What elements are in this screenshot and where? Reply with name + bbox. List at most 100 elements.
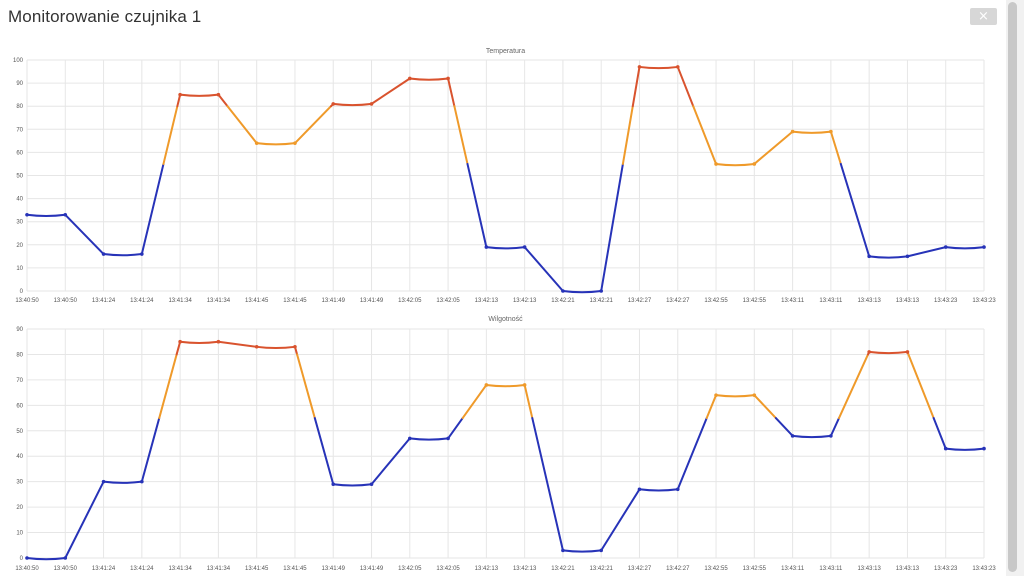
x-tick-label: 13:41:49 xyxy=(322,566,346,572)
x-tick-label: 13:43:11 xyxy=(781,298,805,304)
data-point[interactable] xyxy=(829,129,833,134)
y-tick-label: 60 xyxy=(16,403,23,409)
data-point[interactable] xyxy=(408,436,412,441)
series-line-segment xyxy=(600,488,641,552)
x-tick-label: 13:43:23 xyxy=(934,298,958,304)
data-point[interactable] xyxy=(178,339,182,344)
data-point[interactable] xyxy=(561,289,565,293)
series-line-segment xyxy=(332,483,373,487)
x-tick-label: 13:43:13 xyxy=(896,298,920,304)
data-point[interactable] xyxy=(675,65,680,69)
data-point[interactable] xyxy=(561,548,565,553)
charts-area: Temperatura010203040506070809010013:40:5… xyxy=(13,48,996,572)
data-point[interactable] xyxy=(254,141,259,145)
data-point[interactable] xyxy=(101,479,106,484)
data-point[interactable] xyxy=(905,350,910,354)
data-point[interactable] xyxy=(714,162,718,166)
data-point[interactable] xyxy=(943,446,948,451)
data-point[interactable] xyxy=(867,350,871,354)
y-tick-label: 90 xyxy=(16,81,23,87)
series-line-segment xyxy=(453,105,469,165)
data-point[interactable] xyxy=(446,436,450,441)
y-tick-label: 80 xyxy=(16,104,23,110)
data-point[interactable] xyxy=(905,254,910,259)
x-tick-label: 13:43:23 xyxy=(972,566,996,572)
chart-0: Temperatura 0 10 20 30 40 50 60 70 80 90 100 13:40:5… xyxy=(13,48,996,304)
x-tick-label: 13:40:50 xyxy=(54,298,78,304)
y-tick-label: 40 xyxy=(16,454,23,460)
series-line-segment xyxy=(523,383,534,420)
x-tick-label: 13:43:23 xyxy=(972,298,996,304)
data-point[interactable] xyxy=(867,254,871,259)
y-tick-label: 70 xyxy=(16,378,23,384)
x-tick-label: 13:43:13 xyxy=(857,298,881,304)
data-point[interactable] xyxy=(369,482,374,487)
y-tick-label: 20 xyxy=(16,243,23,249)
data-point[interactable] xyxy=(522,245,527,249)
data-point[interactable] xyxy=(714,393,718,397)
series-line-segment xyxy=(296,353,316,420)
data-point[interactable] xyxy=(637,487,642,492)
data-point[interactable] xyxy=(752,162,757,166)
series-line-segment xyxy=(179,340,220,344)
data-point[interactable] xyxy=(637,65,642,69)
series-line-segment xyxy=(370,437,411,486)
data-point[interactable] xyxy=(293,345,297,349)
data-point[interactable] xyxy=(254,345,259,349)
series-line-segment xyxy=(217,93,229,108)
data-point[interactable] xyxy=(408,76,412,81)
y-tick-label: 60 xyxy=(16,150,23,156)
series-line-segment xyxy=(313,417,335,486)
data-point[interactable] xyxy=(369,102,374,106)
data-point[interactable] xyxy=(599,548,603,553)
series-line-segment xyxy=(774,417,794,437)
y-tick-label: 30 xyxy=(16,480,23,486)
data-point[interactable] xyxy=(790,434,795,438)
series-line-segment xyxy=(408,437,450,441)
x-tick-label: 13:41:49 xyxy=(322,298,346,304)
data-point[interactable] xyxy=(331,102,336,106)
x-tick-label: 13:41:49 xyxy=(360,298,384,304)
data-point[interactable] xyxy=(331,482,336,487)
series-line-segment xyxy=(461,383,488,420)
data-point[interactable] xyxy=(446,76,450,81)
data-point[interactable] xyxy=(216,339,221,344)
data-point[interactable] xyxy=(178,92,182,97)
y-tick-label: 10 xyxy=(16,266,23,272)
data-point[interactable] xyxy=(63,556,68,560)
data-point[interactable] xyxy=(829,434,833,438)
x-tick-label: 13:42:05 xyxy=(436,298,460,304)
data-point[interactable] xyxy=(675,487,680,492)
data-point[interactable] xyxy=(752,393,757,397)
x-tick-label: 13:42:13 xyxy=(513,566,537,572)
series-line-segment xyxy=(255,142,296,146)
data-point[interactable] xyxy=(101,252,106,256)
series-line-segment xyxy=(64,480,105,559)
data-point[interactable] xyxy=(25,212,29,217)
data-point[interactable] xyxy=(484,383,489,387)
data-point[interactable] xyxy=(943,245,948,249)
y-tick-label: 80 xyxy=(16,352,23,358)
data-point[interactable] xyxy=(25,556,29,560)
series-line-segment xyxy=(676,65,695,108)
data-point[interactable] xyxy=(790,129,795,134)
series-line-segment xyxy=(838,353,869,420)
data-point[interactable] xyxy=(63,212,68,217)
data-point[interactable] xyxy=(140,479,144,484)
data-point[interactable] xyxy=(982,245,986,249)
data-point[interactable] xyxy=(982,446,986,451)
series-line-segment xyxy=(868,350,909,355)
data-point[interactable] xyxy=(140,252,144,256)
close-button[interactable]: × xyxy=(970,8,997,25)
series-line-segment xyxy=(523,246,564,292)
data-point[interactable] xyxy=(599,289,603,293)
series-line-segment xyxy=(791,130,832,134)
scrollbar-thumb[interactable] xyxy=(1008,2,1017,572)
data-point[interactable] xyxy=(293,141,297,145)
series-line-segment xyxy=(944,246,985,250)
dialog-title: Monitorowanie czujnika 1 xyxy=(8,7,202,26)
y-tick-label: 0 xyxy=(20,289,24,295)
data-point[interactable] xyxy=(216,92,221,97)
data-point[interactable] xyxy=(484,245,489,249)
data-point[interactable] xyxy=(522,383,527,387)
